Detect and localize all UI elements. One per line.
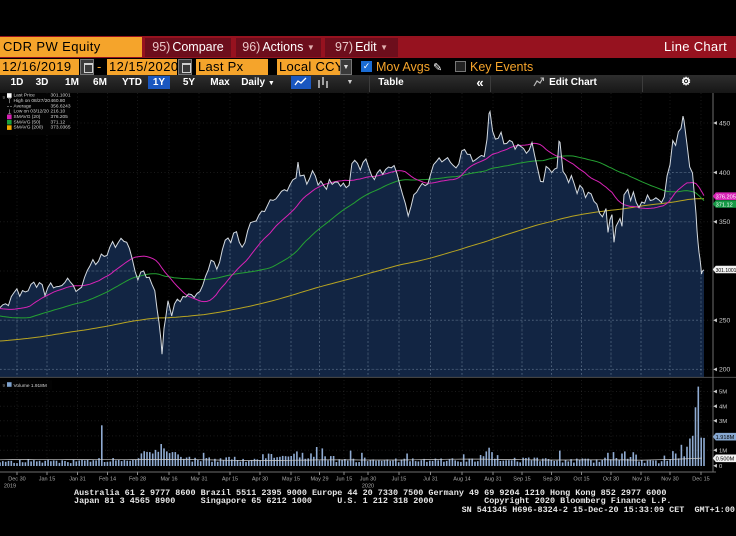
svg-text:Jun 15: Jun 15: [336, 477, 353, 483]
svg-text:Jan 15: Jan 15: [39, 477, 56, 483]
svg-text:Aug 14: Aug 14: [453, 477, 470, 483]
svg-text:9: 9: [3, 95, 6, 100]
svg-text:1.918M: 1.918M: [716, 435, 735, 441]
svg-text:Low on 03/12/20: Low on 03/12/20: [14, 109, 50, 115]
svg-text:371.12: 371.12: [716, 202, 733, 208]
svg-text:Apr 30: Apr 30: [252, 477, 268, 483]
svg-text:Jul 15: Jul 15: [392, 477, 407, 483]
svg-text:Aug 31: Aug 31: [484, 477, 501, 483]
svg-text:High on 08/27/20: High on 08/27/20: [14, 98, 51, 104]
svg-text:Last Price: Last Price: [14, 93, 36, 99]
svg-text:Oct 30: Oct 30: [603, 477, 619, 483]
svg-text:Jun 30: Jun 30: [360, 477, 377, 483]
svg-text:356.6243: 356.6243: [51, 103, 71, 109]
svg-text:Jul 31: Jul 31: [423, 477, 438, 483]
svg-text:Apr 15: Apr 15: [222, 477, 238, 483]
svg-text:460.80: 460.80: [51, 98, 66, 104]
svg-text:9: 9: [3, 383, 6, 388]
svg-text:400: 400: [719, 170, 731, 177]
svg-text:4M: 4M: [719, 404, 727, 410]
svg-text:250: 250: [719, 318, 731, 325]
svg-text:2020: 2020: [362, 484, 374, 490]
svg-text:0: 0: [719, 464, 723, 470]
svg-text:216.10: 216.10: [51, 109, 66, 115]
svg-text:371.12: 371.12: [51, 119, 66, 125]
svg-text:373.0365: 373.0365: [51, 125, 71, 131]
svg-text:1M: 1M: [719, 448, 727, 454]
svg-text:Feb 28: Feb 28: [129, 477, 146, 483]
svg-text:SMAVG (200): SMAVG (200): [14, 125, 44, 131]
svg-text:Volume 1.918M: Volume 1.918M: [14, 383, 47, 389]
svg-text:376.205: 376.205: [51, 114, 69, 120]
svg-text:Jan 31: Jan 31: [69, 477, 86, 483]
svg-text:Mar 16: Mar 16: [160, 477, 177, 483]
svg-text:Sep 30: Sep 30: [543, 477, 560, 483]
svg-text:450: 450: [719, 120, 731, 127]
svg-text:May 15: May 15: [282, 477, 300, 483]
svg-text:Average: Average: [14, 103, 32, 109]
svg-text:3M: 3M: [719, 419, 727, 425]
svg-text:Feb 14: Feb 14: [99, 477, 116, 483]
svg-text:350: 350: [719, 219, 731, 226]
svg-text:Dec 30: Dec 30: [8, 477, 25, 483]
svg-text:SMAVG (20): SMAVG (20): [14, 114, 41, 120]
svg-text:301.1001: 301.1001: [716, 268, 736, 274]
svg-text:5M: 5M: [719, 390, 727, 396]
svg-text:Oct 15: Oct 15: [573, 477, 589, 483]
svg-text:0.500M: 0.500M: [716, 457, 735, 463]
svg-text:Nov 16: Nov 16: [632, 477, 649, 483]
svg-text:Nov 30: Nov 30: [661, 477, 678, 483]
svg-text:SMAVG (50): SMAVG (50): [14, 119, 41, 125]
svg-text:200: 200: [719, 367, 731, 374]
svg-text:2019: 2019: [4, 484, 16, 490]
svg-text:301.1001: 301.1001: [51, 93, 71, 99]
svg-text:Sep 15: Sep 15: [513, 477, 530, 483]
svg-text:Mar 31: Mar 31: [190, 477, 207, 483]
svg-text:376.205: 376.205: [716, 195, 736, 201]
svg-text:Dec 15: Dec 15: [692, 477, 709, 483]
svg-text:May 29: May 29: [310, 477, 328, 483]
